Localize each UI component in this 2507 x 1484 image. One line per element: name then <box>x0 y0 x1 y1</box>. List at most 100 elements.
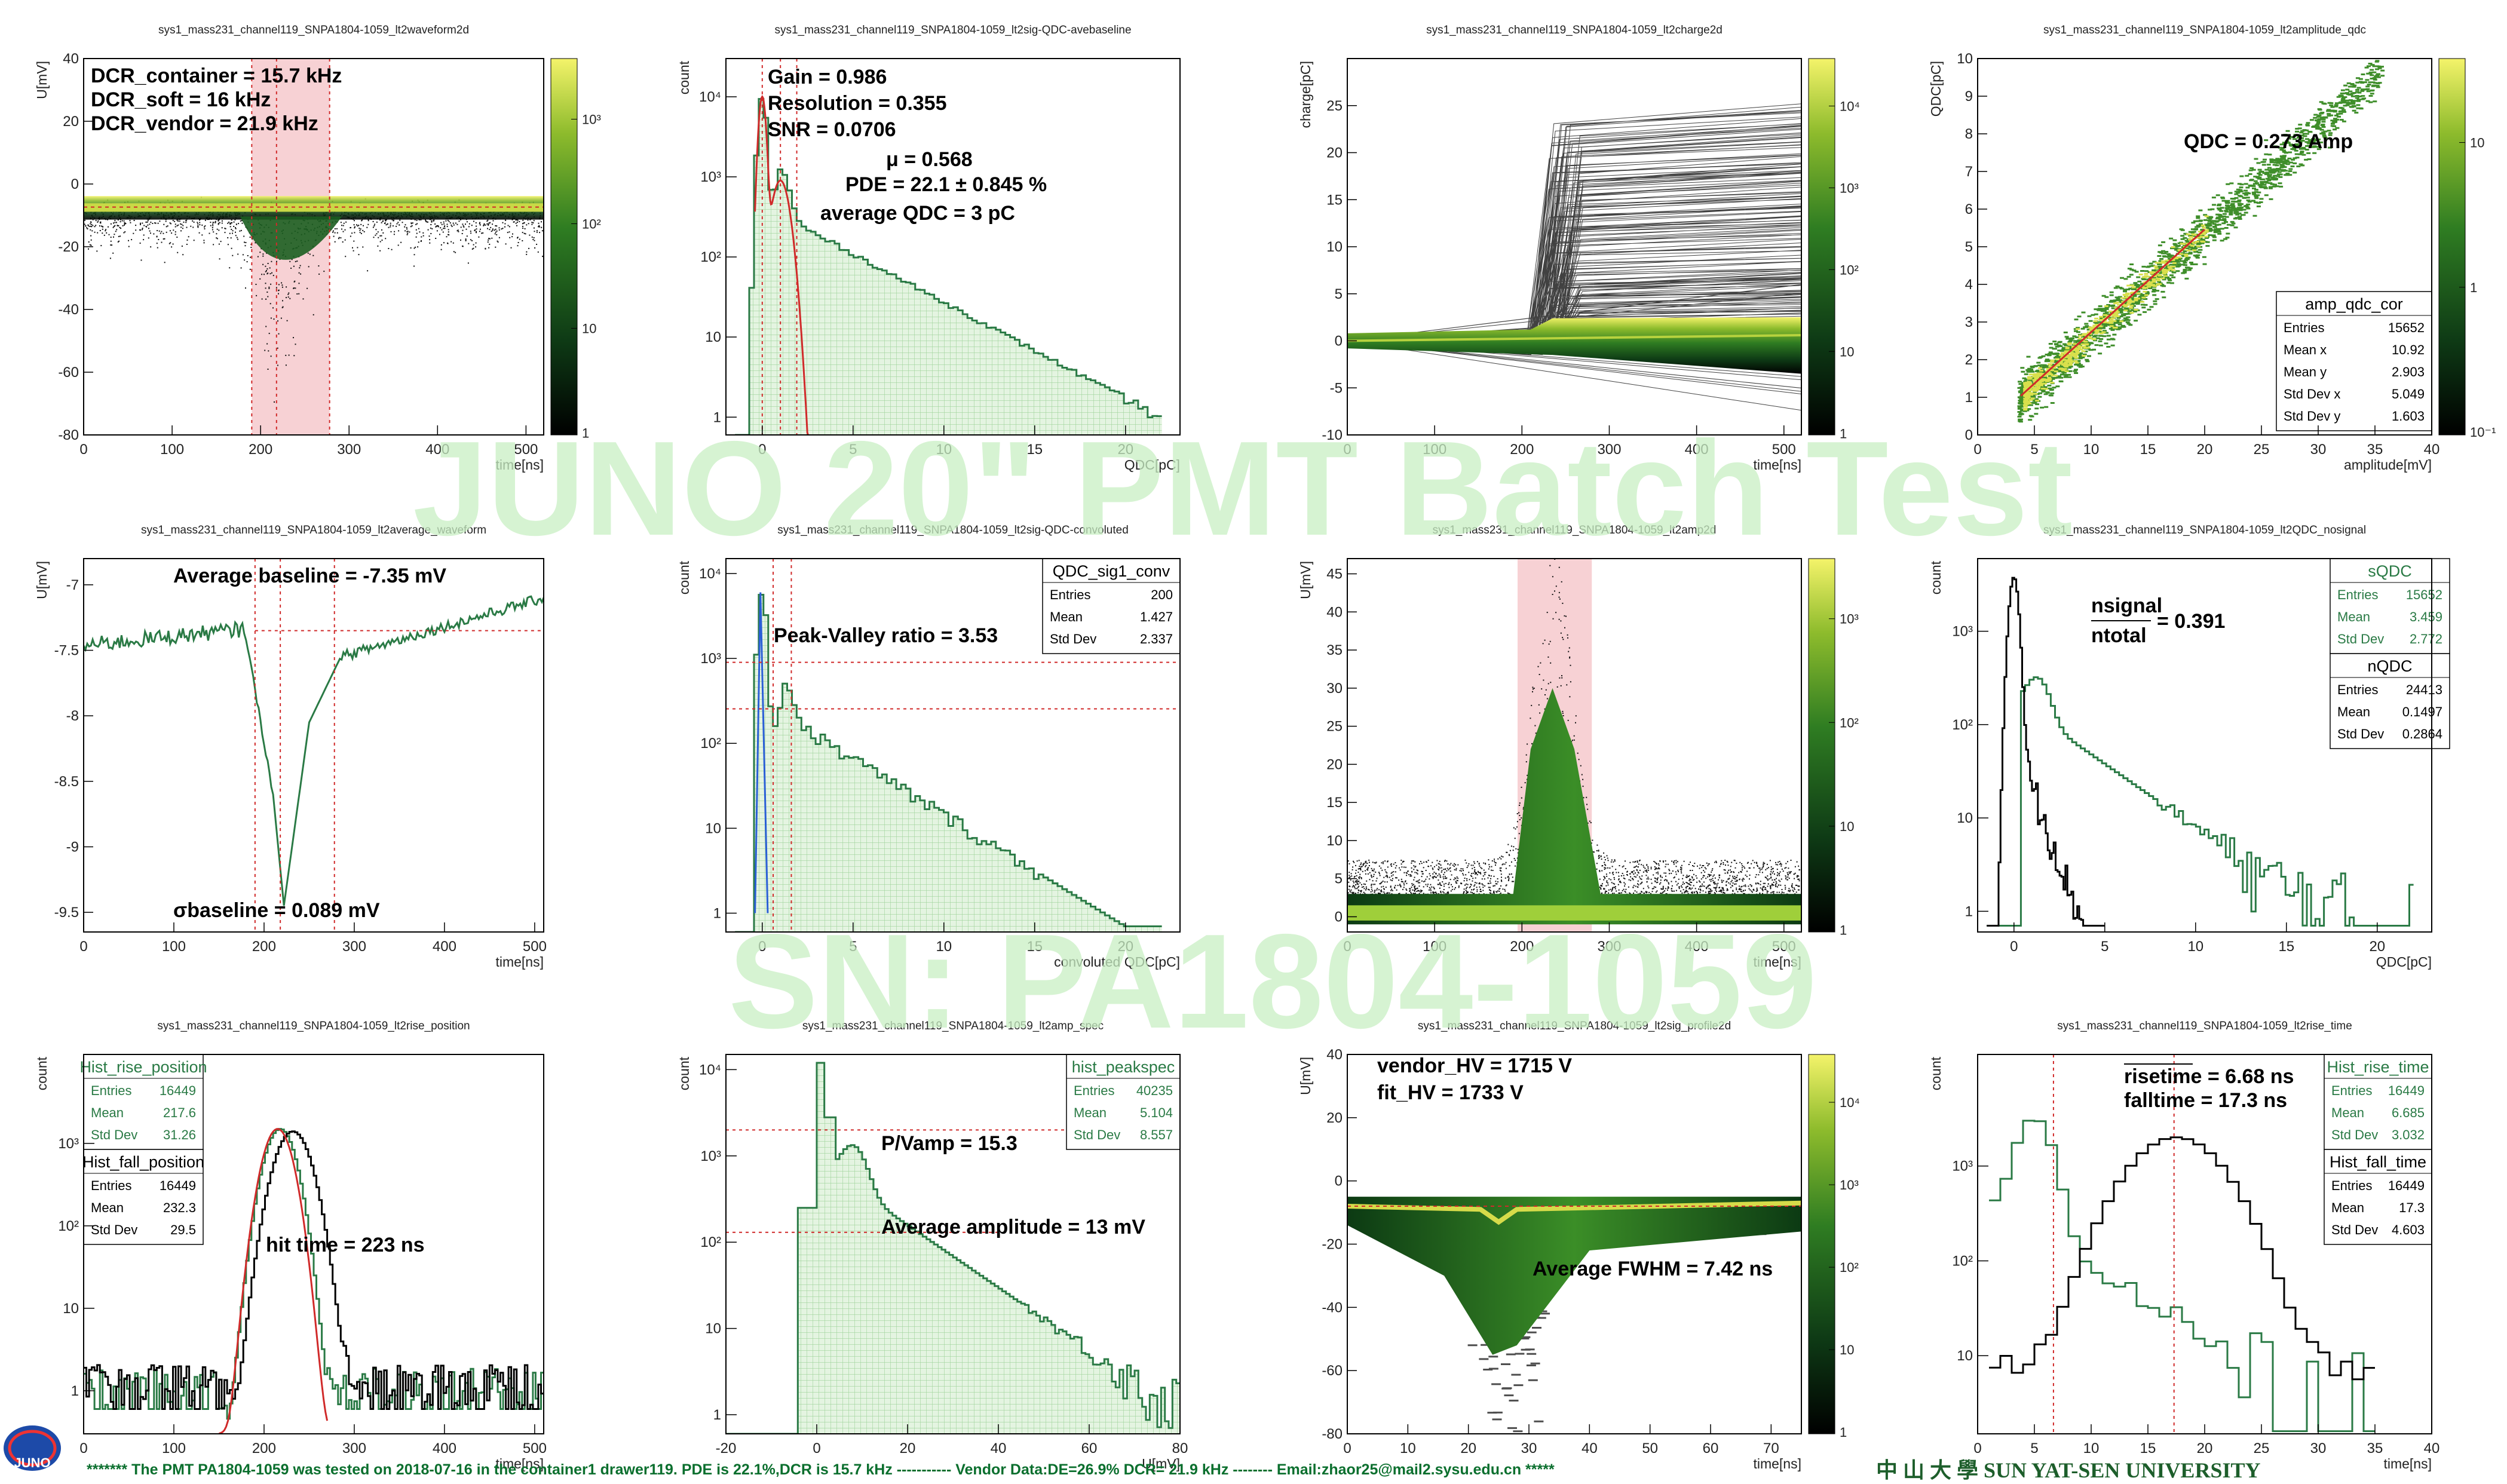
plot-title: sys1_mass231_channel119_SNPA1804-1059_lt… <box>2057 1020 2352 1032</box>
stats-value: 2.337 <box>1140 631 1173 646</box>
y-axis-label: count <box>34 1056 50 1090</box>
x-tick-label: 200 <box>1510 441 1534 458</box>
stats-key: Mean <box>2337 704 2370 719</box>
colorbar-label: 10² <box>582 217 601 232</box>
plot-frame <box>1977 558 2432 933</box>
x-tick-label: 200 <box>1510 939 1534 955</box>
stats-value: 31.26 <box>163 1127 196 1142</box>
stats-value: 217.6 <box>163 1105 196 1120</box>
profile-core <box>1347 1200 1801 1225</box>
stats-key: Std Dev <box>2337 631 2384 646</box>
stats-value: 200 <box>1151 587 1173 602</box>
y-tick-label: 40 <box>1326 1047 1343 1063</box>
x-tick-label: 60 <box>1703 1440 1719 1457</box>
y-tick-label: 20 <box>1326 756 1343 772</box>
stats-value: 16449 <box>2388 1178 2425 1193</box>
x-tick-label: 10 <box>936 939 952 955</box>
stats-value: 2.903 <box>2392 364 2425 379</box>
plot-p5: sys1_mass231_channel119_SNPA1804-1059_lt… <box>34 524 547 970</box>
x-axis-label: U[mV] <box>1142 1456 1180 1471</box>
plot-frame <box>725 1054 1181 1434</box>
x-tick-label: 400 <box>1685 939 1709 955</box>
x-tick-label: 20 <box>2197 441 2213 458</box>
stats-key: Entries <box>2331 1178 2372 1193</box>
x-tick-label: 200 <box>252 939 276 955</box>
footer-text: ******* The PMT PA1804-1059 was tested o… <box>87 1461 1555 1478</box>
x-tick-label: 5 <box>2101 939 2108 955</box>
signal-dip <box>240 216 342 260</box>
y-tick-label: -8.5 <box>54 774 79 790</box>
y-tick-label: 10 <box>1957 810 1973 826</box>
stats-key: Mean y <box>2284 364 2327 379</box>
stats-value: 3.032 <box>2392 1127 2425 1142</box>
x-tick-label: 400 <box>1685 441 1709 458</box>
x-tick-label: 0 <box>79 1440 87 1457</box>
y-tick-label: 25 <box>1326 98 1343 114</box>
x-tick-label: 20 <box>1117 939 1133 955</box>
x-tick-label: 15 <box>2140 441 2156 458</box>
y-tick-label: 30 <box>1326 680 1343 697</box>
plot-content <box>2017 60 2385 423</box>
stats-key: Std Dev <box>1074 1127 1120 1142</box>
y-tick-label: 10³ <box>1952 624 1973 640</box>
x-tick-label: 0 <box>813 1440 820 1457</box>
plot-frame <box>725 58 1181 436</box>
y-tick-label: 10 <box>705 329 721 345</box>
y-axis-label: U[mV] <box>1298 1057 1313 1095</box>
stats-key: Std Dev y <box>2284 409 2340 424</box>
annotation: Gain = 0.986 <box>768 66 887 88</box>
stats-key: Entries <box>2337 682 2378 697</box>
x-axis-label: time[ns] <box>1753 1456 1801 1471</box>
stats-value: 6.685 <box>2392 1105 2425 1120</box>
annotation: DCR_vendor = 21.9 kHz <box>91 112 318 135</box>
stats-title: Hist_fall_time <box>2330 1153 2426 1171</box>
x-tick-label: 35 <box>2367 1440 2383 1457</box>
histogram-fill <box>735 99 1162 435</box>
x-tick-label: 100 <box>162 1440 186 1457</box>
colorbar-label: 10 <box>1840 819 1854 834</box>
y-tick-label: 10³ <box>700 651 721 667</box>
y-tick-label: 10 <box>1326 239 1343 255</box>
y-tick-label: 0 <box>1335 909 1343 925</box>
y-tick-label: 5 <box>1335 286 1343 302</box>
y-tick-label: 10⁴ <box>699 566 721 582</box>
nosignal-histogram <box>1987 577 2105 927</box>
y-tick-label: 20 <box>1326 1110 1343 1126</box>
stats-key: Mean <box>91 1200 124 1215</box>
x-axis-label: time[ns] <box>1753 954 1801 970</box>
average-waveform <box>84 595 544 906</box>
x-axis-label: QDC[pC] <box>2376 954 2432 970</box>
stats-key: Mean <box>2331 1200 2364 1215</box>
x-tick-label: 100 <box>1423 441 1446 458</box>
annotation: ntotal <box>2091 624 2147 647</box>
y-tick-label: 0 <box>71 176 79 192</box>
plot-title: sys1_mass231_channel119_SNPA1804-1059_lt… <box>1433 524 1717 536</box>
y-tick-label: 40 <box>63 51 79 67</box>
annotation: μ = 0.568 <box>886 148 973 171</box>
plot-title: sys1_mass231_channel119_SNPA1804-1059_lt… <box>158 24 469 36</box>
plot-content <box>726 559 1180 932</box>
x-tick-label: 15 <box>2278 939 2294 955</box>
stats-key: Std Dev <box>1050 631 1096 646</box>
x-tick-label: -20 <box>716 1440 737 1457</box>
stats-frame <box>83 1149 204 1245</box>
annotation: SNR = 0.0706 <box>768 118 896 141</box>
x-tick-label: 80 <box>1172 1440 1188 1457</box>
x-tick-label: 10 <box>2083 1440 2100 1457</box>
stats-key: Mean <box>91 1105 124 1120</box>
y-axis-label: count <box>1928 1056 1944 1090</box>
stats-box: amp_qdc_cor Entries 15652 Mean x 10.92 Mean y… <box>2276 291 2432 431</box>
colorbar <box>1808 58 1835 436</box>
stats-value: 16449 <box>160 1083 196 1098</box>
y-tick-label: 3 <box>1965 314 1973 330</box>
plot-content <box>84 59 544 435</box>
y-tick-label: 8 <box>1965 126 1973 142</box>
stats-value: 15652 <box>2388 320 2425 335</box>
plot-content <box>726 1062 1180 1434</box>
colorbar <box>550 58 578 436</box>
x-tick-label: 0 <box>758 939 766 955</box>
stats-value: 1.603 <box>2392 409 2425 424</box>
plot-content <box>1989 1054 2375 1434</box>
y-tick-label: 10 <box>1957 51 1973 67</box>
plot-title: sys1_mass231_channel119_SNPA1804-1059_lt… <box>2043 524 2366 536</box>
